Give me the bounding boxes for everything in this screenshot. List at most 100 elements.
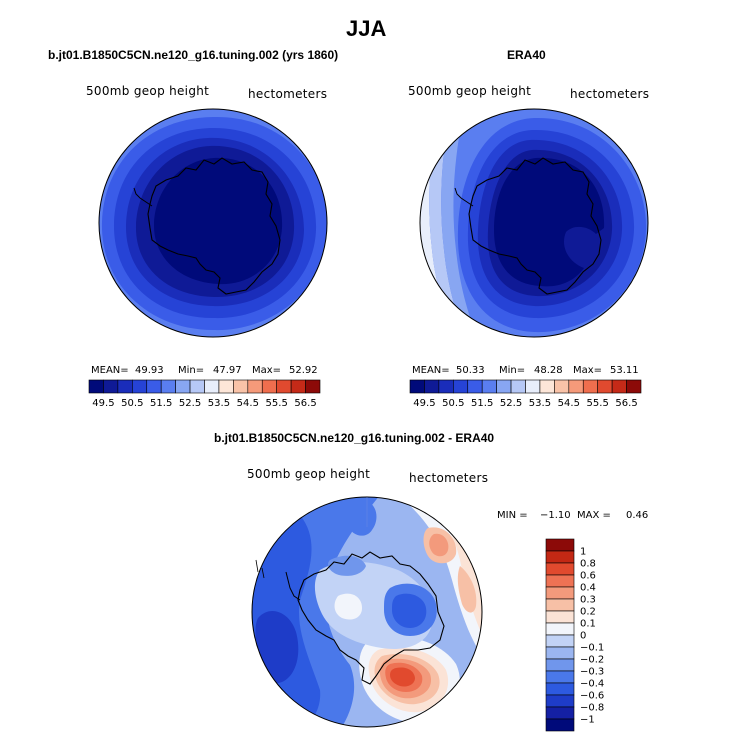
colorbar-cell	[146, 379, 162, 394]
panel3-title: b.jt01.B1850C5CN.ne120_g16.tuning.002 - …	[214, 431, 495, 445]
colorbar-tick-label: −0.8	[580, 703, 604, 714]
map3-peninsula	[285, 571, 301, 601]
colorbar-cell	[568, 379, 584, 394]
colorbar-cell	[545, 646, 575, 660]
colorbar-cell	[545, 682, 575, 696]
colorbar-tick-label: 1	[580, 547, 586, 558]
colorbar-tick-label: 51.5	[150, 398, 172, 409]
panel3-max-value: 0.46	[626, 510, 649, 521]
colorbar-cell	[290, 379, 306, 394]
colorbar-cell	[545, 550, 575, 564]
colorbar-cell	[409, 379, 425, 394]
colorbar-cell	[545, 658, 575, 672]
panel2-mean-value: 50.33	[456, 365, 485, 376]
colorbar-tick-label: 50.5	[121, 398, 143, 409]
colorbar-cell	[132, 379, 148, 394]
panel2-units: hectometers	[570, 87, 650, 101]
colorbar-cell	[117, 379, 133, 394]
colorbar-tick-label: 53.5	[529, 398, 551, 409]
colorbar-cell	[88, 379, 104, 394]
colorbar-tick-label: −0.3	[580, 667, 604, 678]
map2-field-band	[441, 109, 482, 337]
map3-field-band	[457, 566, 477, 613]
colorbar-tick-label: 56.5	[615, 398, 637, 409]
colorbar-cell	[545, 718, 575, 732]
colorbar-cell	[424, 379, 440, 394]
colorbar-tick-label: 54.5	[558, 398, 580, 409]
colorbar-cell	[597, 379, 613, 394]
map3-field-band	[255, 610, 299, 684]
colorbar-panel1: 49.5 50.5 51.5 52.5 53.5 54.5 55.5 56.5	[88, 379, 321, 409]
colorbar-cell	[545, 610, 575, 624]
panel1-variable: 500mb geop height	[86, 84, 210, 98]
map3-field-band	[429, 533, 449, 557]
map1-antarctica-coastline	[147, 157, 281, 295]
colorbar-tick-label: 49.5	[92, 398, 114, 409]
map1-field-band	[154, 157, 283, 285]
map3-field-band	[334, 593, 362, 620]
panel1-max-value: 52.92	[289, 365, 318, 376]
panel2-title: ERA40	[507, 48, 546, 62]
colorbar-cell	[438, 379, 454, 394]
map2-field-band	[494, 157, 605, 287]
colorbar-cell	[539, 379, 555, 394]
panel2-mean-label: MEAN=	[412, 365, 450, 376]
colorbar-cell	[545, 706, 575, 720]
panel3-units: hectometers	[409, 471, 489, 485]
map2-boundary	[419, 108, 649, 338]
colorbar-cell	[175, 379, 191, 394]
colorbar-cell	[453, 379, 469, 394]
map3-field-band	[328, 555, 366, 576]
panel1-max-label: Max=	[252, 365, 282, 376]
colorbar-cell	[545, 562, 575, 576]
colorbar-tick-label: 51.5	[471, 398, 493, 409]
colorbar-tick-label: 50.5	[442, 398, 464, 409]
map1-peninsula	[133, 187, 153, 207]
colorbar-cell	[545, 538, 575, 552]
colorbar-tick-label: 0.8	[580, 559, 596, 570]
colorbar-tick-label: −0.4	[580, 679, 604, 690]
colorbar-tick-label: 0.6	[580, 571, 596, 582]
colorbar-cell	[160, 379, 176, 394]
panel1-min-label: Min=	[178, 365, 205, 376]
colorbar-tick-label: 53.5	[208, 398, 230, 409]
colorbar-tick-label: 52.5	[500, 398, 522, 409]
main-title: JJA	[346, 16, 387, 41]
panel3-variable: 500mb geop height	[247, 467, 371, 481]
colorbar-tick-label: −0.2	[580, 655, 604, 666]
map3-field-band	[347, 500, 377, 536]
colorbar-cell	[626, 379, 642, 394]
map3-antarctica-coastline	[297, 551, 445, 685]
colorbar-cell	[204, 379, 220, 394]
colorbar-cell	[247, 379, 263, 394]
map3-field-band	[392, 593, 427, 628]
colorbar-cell	[481, 379, 497, 394]
colorbar-cell	[189, 379, 205, 394]
colorbar-cell	[545, 598, 575, 612]
colorbar-cell	[305, 379, 321, 394]
colorbar-cell	[545, 586, 575, 600]
map1-boundary	[98, 108, 328, 338]
colorbar-cell	[611, 379, 627, 394]
colorbar-tick-label: 56.5	[294, 398, 316, 409]
map2-peninsula	[454, 187, 474, 207]
map3	[251, 496, 483, 728]
panel2-max-label: Max=	[573, 365, 603, 376]
map2-antarctica-coastline	[468, 157, 602, 295]
colorbar-tick-label: 0.1	[580, 619, 596, 630]
colorbar-tick-label: 49.5	[413, 398, 435, 409]
panel2-max-value: 53.11	[610, 365, 639, 376]
colorbar-tick-label: −0.6	[580, 691, 604, 702]
colorbar-cell	[467, 379, 483, 394]
colorbar-cell	[545, 670, 575, 684]
colorbar-cell	[233, 379, 249, 394]
colorbar-tick-label: 52.5	[179, 398, 201, 409]
colorbar-cell	[554, 379, 570, 394]
colorbar-cell	[545, 574, 575, 588]
panel3-min-value: −1.10	[540, 510, 571, 521]
colorbar-cell	[545, 622, 575, 636]
colorbar-cell	[545, 634, 575, 648]
colorbar-cell	[496, 379, 512, 394]
colorbar-tick-label: 55.5	[266, 398, 288, 409]
